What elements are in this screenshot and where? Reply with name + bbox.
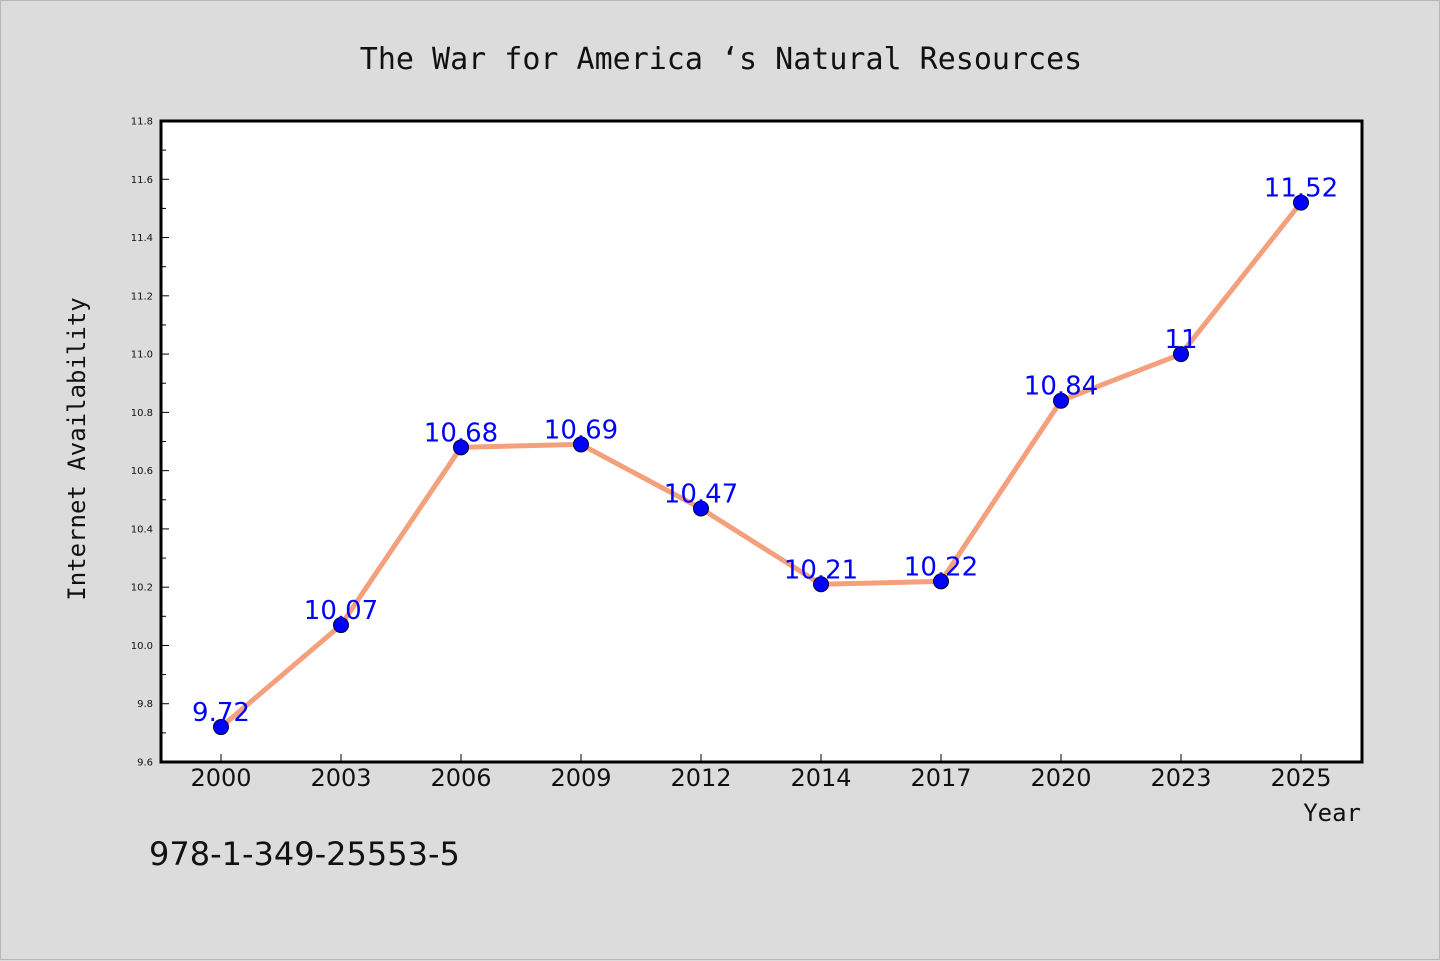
x-tick-label: 2012 [670, 764, 731, 792]
x-axis: 2000 2003 2006 2009 2012 2014 2017 2020 2023 2025 [190, 754, 1332, 792]
y-tick-label: 9.8 [137, 699, 153, 710]
series-group: 9.72 10.07 10.68 10.69 10.47 10.21 10.22 10.84 1… [192, 174, 1338, 736]
x-tick-label: 2020 [1030, 764, 1091, 792]
y-tick-label: 11.6 [131, 175, 153, 186]
data-label: 11.52 [1264, 174, 1338, 204]
y-axis-label: Internet Availability [63, 297, 91, 600]
y-tick-label: 11.0 [131, 350, 153, 361]
x-tick-label: 2000 [190, 764, 251, 792]
data-point [213, 719, 229, 736]
plot-area [159, 119, 1364, 764]
y-axis: 9.6 9.8 10.0 10.2 10.4 10.6 10.8 11.0 11.2 11.4 11… [131, 117, 169, 769]
x-tick-label: 2025 [1270, 764, 1331, 792]
data-label: 10.07 [304, 596, 378, 626]
y-tick-label: 10.2 [131, 583, 153, 594]
data-point [1173, 346, 1189, 363]
data-point [693, 500, 709, 517]
data-label: 11 [1164, 325, 1197, 355]
x-tick-label: 2017 [910, 764, 971, 792]
data-point [933, 573, 949, 590]
data-label: 10.84 [1024, 372, 1098, 402]
x-tick-label: 2023 [1150, 764, 1211, 792]
data-point [573, 436, 589, 453]
data-point [333, 617, 349, 634]
y-tick-label: 11.4 [131, 233, 153, 244]
isbn-text: 978-1-349-25553-5 [149, 835, 460, 873]
x-axis-label: Year [1303, 799, 1361, 827]
x-tick-label: 2003 [310, 764, 371, 792]
x-tick-label: 2006 [430, 764, 491, 792]
data-point [813, 576, 829, 593]
y-tick-label: 10.0 [131, 641, 153, 652]
data-label: 10.47 [664, 480, 738, 510]
data-point [1053, 392, 1069, 409]
series-line [218, 200, 1304, 730]
data-label: 10.68 [424, 418, 498, 448]
data-label: 10.69 [544, 415, 618, 445]
y-tick-label: 10.8 [131, 408, 153, 419]
chart-title: The War for America ‘s Natural Resources [360, 42, 1082, 77]
y-tick-label: 11.2 [131, 291, 153, 302]
data-label: 9.72 [192, 698, 250, 728]
data-label: 10.21 [784, 555, 858, 585]
y-tick-label: 9.6 [137, 758, 153, 769]
data-label: 10.22 [904, 552, 978, 582]
data-point [1293, 194, 1309, 211]
y-tick-label: 10.4 [131, 524, 153, 535]
data-point [453, 439, 469, 456]
y-tick-label: 10.6 [131, 466, 153, 477]
x-tick-label: 2009 [550, 764, 611, 792]
x-tick-label: 2014 [790, 764, 851, 792]
y-tick-label: 11.8 [131, 117, 153, 128]
